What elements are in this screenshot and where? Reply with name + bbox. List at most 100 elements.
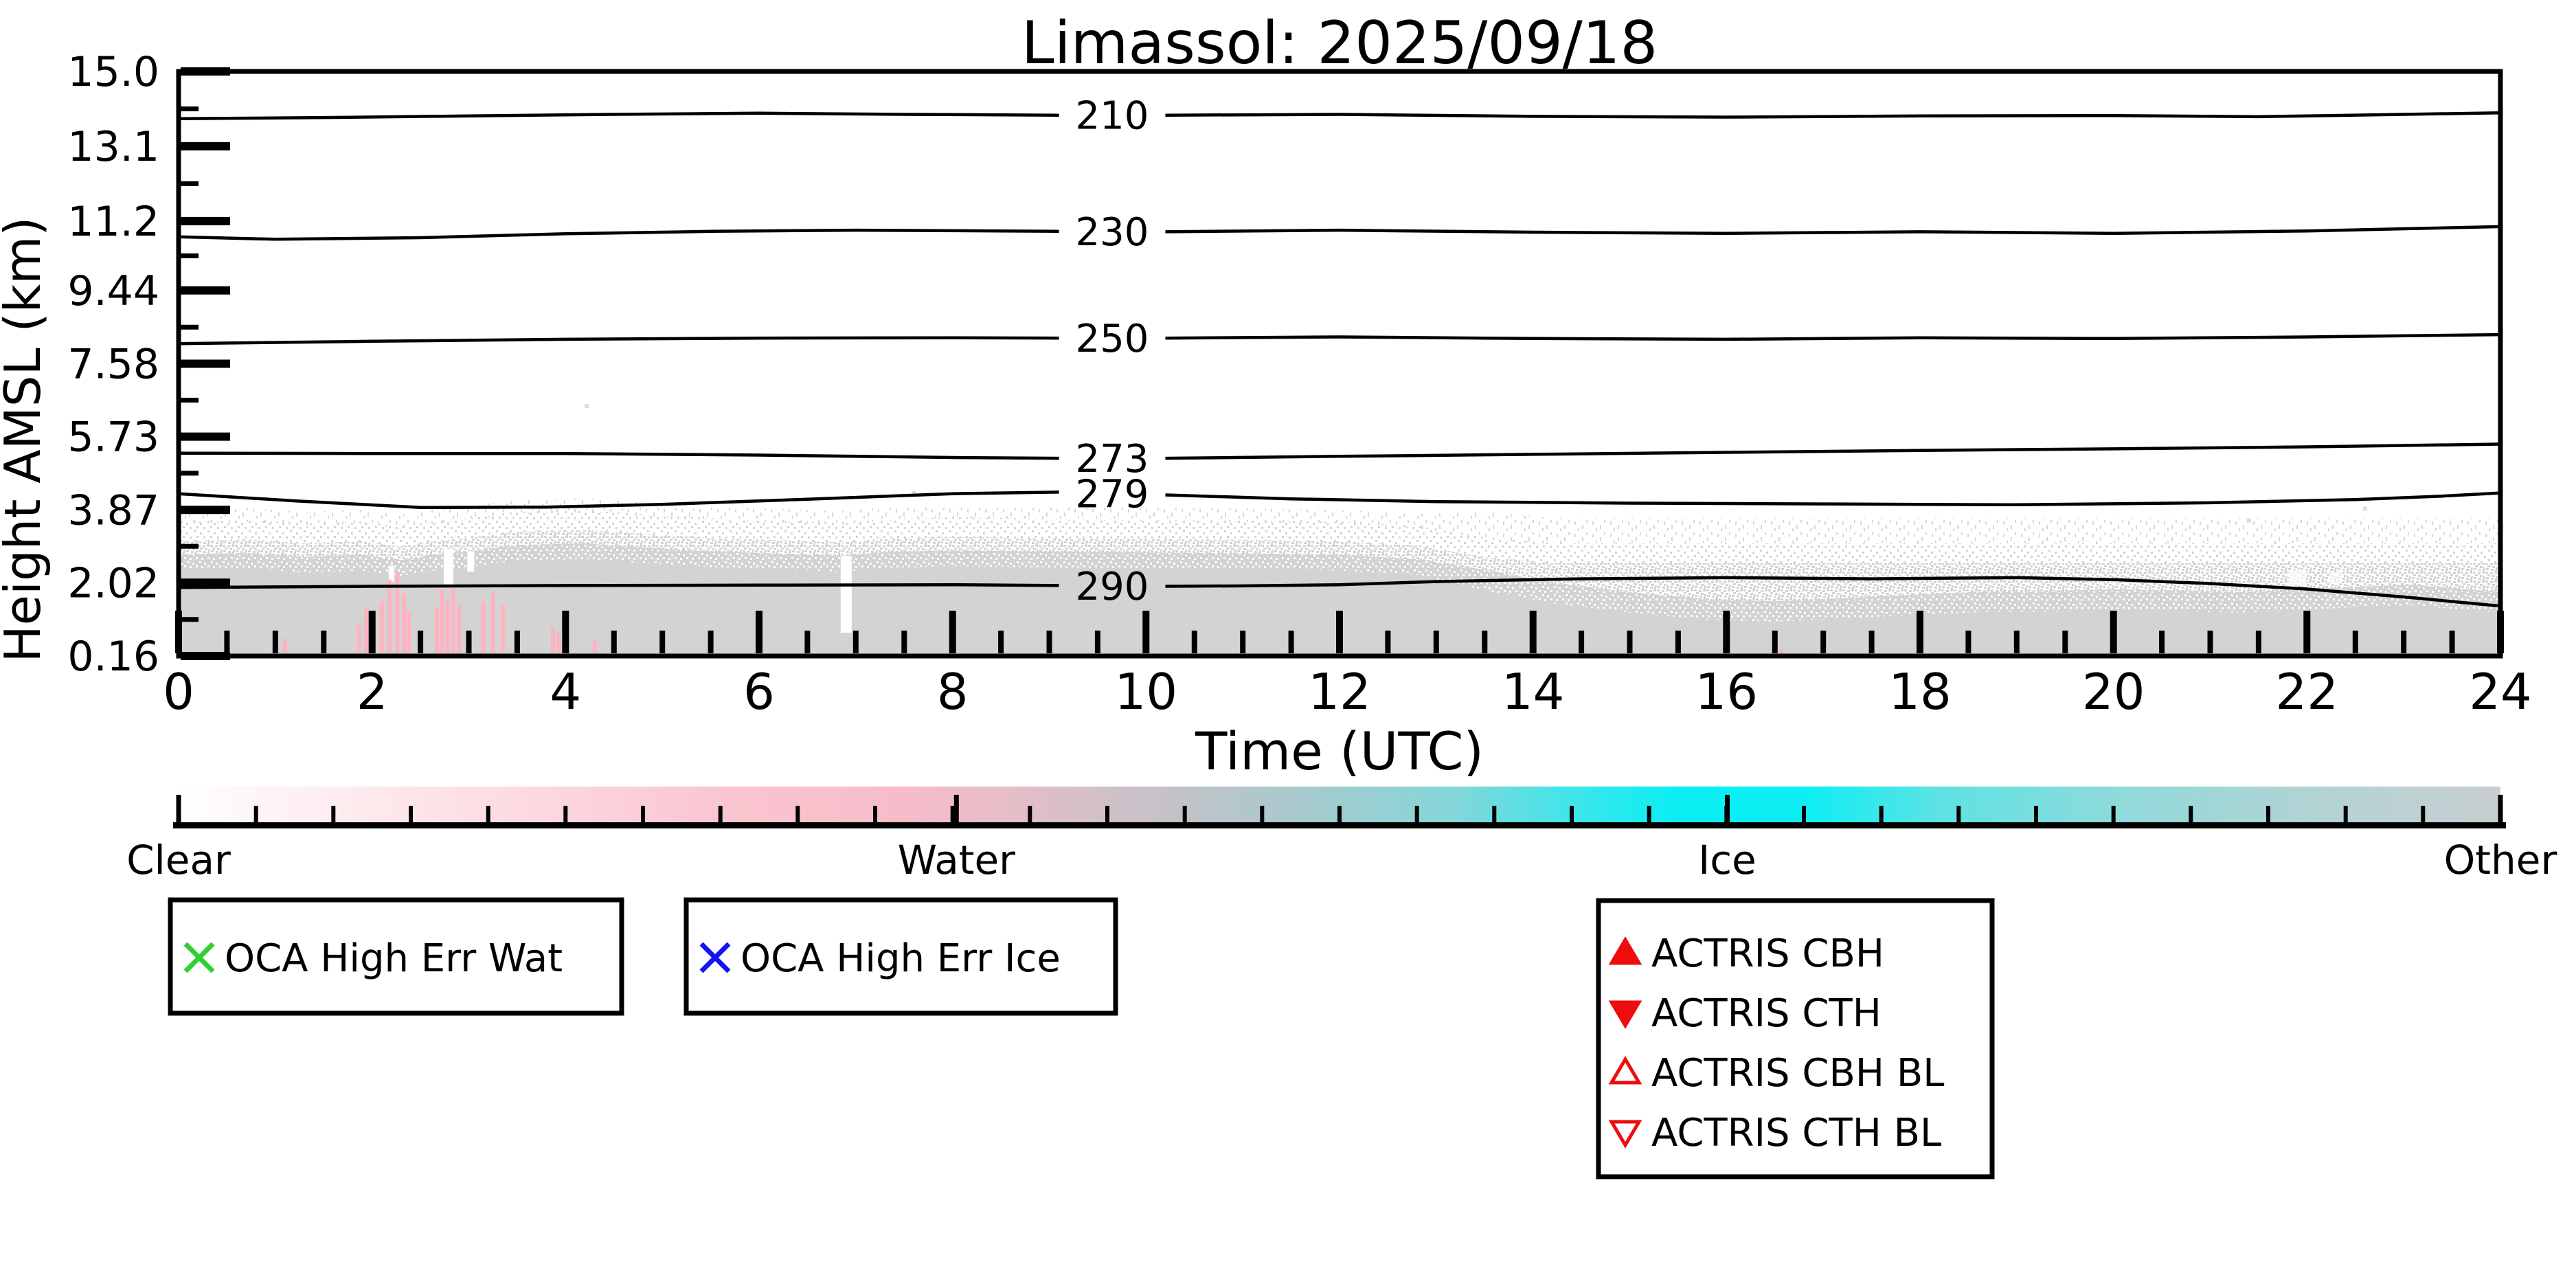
y-tick-label: 7.58 [67,341,159,389]
x-tick-label: 10 [1114,663,1177,721]
colorbar-baseline [173,822,2506,828]
x-tick-labels: 0 2 4 6 8 10 12 14 16 18 20 22 24 [163,663,2532,721]
contour-line [178,228,1059,241]
legend-box [168,897,624,1016]
legend-box [683,897,1118,1016]
y-tick-label: 5.73 [67,414,159,462]
contour-line [178,451,1059,460]
clear-gap [388,565,394,582]
clear-gap [2288,569,2307,586]
x-axis-label: Time (UTC) [1195,721,1484,782]
speckle-fleck [912,490,916,495]
x-tick-label: 24 [2469,663,2532,721]
water-streak [282,638,287,653]
contour-line [1165,111,2501,119]
speckle-dense-layer [179,530,2500,604]
x-tick-label: 2 [357,663,388,721]
y-axis-label: Height AMSL (km) [0,217,52,663]
water-streak [490,591,495,653]
water-streak [357,624,361,653]
contour-line [1165,225,2501,235]
colorbar-label: Ice [1698,837,1756,883]
water-streak [364,609,369,653]
legend-triangle-up-open-icon [1608,1056,1642,1085]
y-tick-label: 2.02 [67,559,159,607]
y-tick-label: 11.2 [67,198,159,246]
y-tick-label: 15.0 [67,48,159,96]
contour-line [178,336,1059,346]
water-streak [440,589,444,653]
water-streak [500,605,505,653]
legend-boxes: OCA High Err Wat OCA High Err Ice ACTRIS C… [168,897,1995,1179]
contour-line [1165,332,2501,341]
x-tick-label: 4 [550,663,581,721]
colorbar-label: Water [898,837,1016,883]
x-tick-label: 22 [2275,663,2338,721]
x-tick-label: 8 [937,663,969,721]
legend-x-marker-icon [183,942,215,973]
legend-box [1596,898,1995,1179]
legend-item-label: ACTRIS CTH [1651,991,1882,1036]
contour-line [1165,491,2501,507]
water-streak [1779,649,1784,653]
clear-gap [467,551,475,572]
colorbar-label: Other [2444,837,2557,883]
plot-frame [176,69,2503,659]
contour-label: 230 [1076,210,1149,255]
x-tick-label: 18 [1888,663,1952,721]
legend-triangle-down-filled-icon [1608,1000,1642,1029]
speckle-mist-layer [179,498,2500,545]
y-tick-label: 9.44 [67,267,159,315]
speckle-fleck [2362,506,2367,511]
legend-item-label: OCA High Err Ice [741,936,1061,981]
speckle-holes-layer [179,542,2500,622]
contour-line [1165,576,2501,608]
water-streak [592,640,597,653]
water-streak [407,611,411,653]
chart-title: Limassol: 2025/09/18 [1021,9,1658,78]
x-tick-label: 12 [1308,663,1371,721]
x-tick-label: 14 [1502,663,1565,721]
speckle-fleck [2246,518,2251,523]
water-streak [387,579,392,653]
legend-triangle-up-filled-icon [1608,936,1642,965]
water-streak [395,572,400,653]
legend-item-label: ACTRIS CBH [1651,931,1884,976]
water-streak [402,593,407,653]
contour-label: 210 [1076,94,1149,139]
x-tick-label: 20 [2082,663,2145,721]
x-tick-label: 0 [163,663,194,721]
contour-label: 250 [1076,317,1149,361]
legend-item-label: OCA High Err Wat [225,936,563,981]
contour-line [1165,442,2501,460]
contour-label: 279 [1076,473,1149,517]
legend-item-label: ACTRIS CTH BL [1651,1111,1941,1155]
contour-line [178,583,1059,589]
contour-line [178,490,1059,510]
clear-gap [443,549,453,586]
legend-x-marker-icon [699,942,731,973]
water-streak [445,599,450,653]
water-streak [551,626,555,653]
water-streak [556,633,561,653]
water-streak [379,601,384,653]
y-tick-label: 13.1 [67,123,159,171]
water-streak [481,601,486,653]
contour-label: 290 [1076,565,1149,609]
legend-item-label: ACTRIS CBH BL [1651,1051,1944,1096]
water-streak [451,588,455,653]
water-streak [435,607,439,653]
speckle-fleck [585,403,589,408]
y-tick-labels: 15.0 13.1 11.2 9.44 7.58 5.73 3.87 2.02 0.16 [67,48,159,681]
legend-triangle-down-open-icon [1608,1120,1642,1149]
x-tick-label: 16 [1695,663,1758,721]
speckle-sparse-layer [179,510,2500,564]
contour-label: 273 [1076,437,1149,482]
contour-line [178,111,1059,121]
water-streak [457,605,462,653]
colorbar-label: Clear [126,837,231,883]
x-tick-label: 6 [743,663,775,721]
